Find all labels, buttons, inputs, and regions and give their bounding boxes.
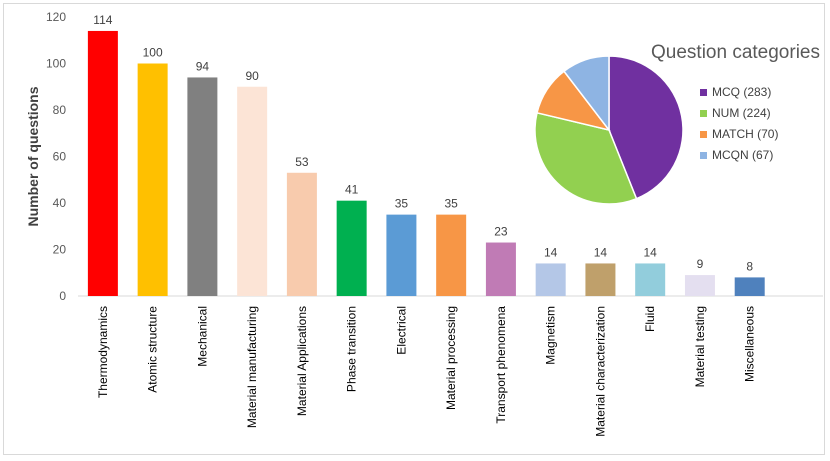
bar-thermodynamics	[87, 30, 118, 296]
data-label-magnetism: 14	[544, 245, 558, 259]
bar-material-manufacturing	[237, 86, 268, 296]
pie-slice-mcqn	[562, 55, 610, 133]
pie-slice-mcq	[608, 55, 684, 200]
data-label-atomic-structure: 100	[143, 46, 163, 60]
y-tick-label: 60	[53, 150, 67, 164]
category-label-electrical: Electrical	[394, 306, 408, 355]
category-label-miscellaneous: Miscellaneous	[743, 306, 757, 382]
bar-material-applications	[286, 172, 317, 296]
y-tick-label: 20	[53, 243, 67, 257]
bar-mechanical	[187, 77, 218, 296]
bar-material-processing	[436, 214, 467, 296]
bar-series: 114 Thermodynamics 100 Atomic structure 94 Me…	[87, 13, 765, 437]
data-label-mechanical: 94	[196, 59, 210, 73]
y-tick-label: 40	[53, 196, 67, 210]
category-label-material-processing: Material processing	[444, 306, 458, 410]
bar-electrical	[386, 214, 417, 296]
legend-label-mcqn: MCQN (67)	[712, 148, 773, 162]
category-label-material-testing: Material testing	[693, 306, 707, 387]
category-label-fluid: Fluid	[643, 306, 657, 332]
data-label-material-applications: 53	[295, 155, 309, 169]
category-label-atomic-structure: Atomic structure	[146, 306, 160, 393]
pie-title: Question categories	[651, 42, 820, 63]
data-label-miscellaneous: 8	[746, 259, 753, 273]
data-label-material-manufacturing: 90	[245, 69, 259, 83]
category-label-transport-phenomena: Transport phenomena	[494, 306, 508, 424]
y-axis-title: Number of questions	[25, 86, 41, 226]
category-label-material-manufacturing: Material manufacturing	[245, 306, 259, 428]
y-tick-label: 100	[46, 57, 66, 71]
category-label-phase-transition: Phase transition	[345, 306, 359, 392]
legend-label-num: NUM (224)	[712, 106, 771, 120]
y-tick-label: 80	[53, 103, 67, 117]
category-label-thermodynamics: Thermodynamics	[96, 306, 110, 398]
category-label-magnetism: Magnetism	[544, 306, 558, 365]
category-label-material-applications: Material Applications	[295, 306, 309, 416]
legend-label-match: MATCH (70)	[712, 127, 778, 141]
bar-transport-phenomena	[485, 242, 516, 296]
y-ticks: 0 20 40 60 80 100 120	[46, 10, 66, 303]
category-label-material-characterization: Material characterization	[593, 306, 607, 437]
bar-fluid	[635, 263, 666, 296]
data-label-phase-transition: 41	[345, 183, 359, 197]
data-label-transport-phenomena: 23	[494, 225, 508, 239]
data-label-material-processing: 35	[444, 197, 458, 211]
bar-magnetism	[535, 263, 566, 296]
legend-swatch-mcqn	[700, 152, 707, 159]
bar-miscellaneous	[734, 277, 765, 296]
bar-material-characterization	[585, 263, 616, 296]
legend-swatch-match	[700, 131, 707, 138]
bar-phase-transition	[336, 200, 367, 296]
data-label-fluid: 14	[644, 245, 658, 259]
data-label-thermodynamics: 114	[93, 13, 112, 27]
legend-swatch-num	[700, 110, 707, 117]
pie-legend: MCQ (283) NUM (224) MATCH (70) MCQN (67)	[700, 85, 778, 162]
legend-label-mcq: MCQ (283)	[712, 85, 771, 99]
data-label-material-characterization: 14	[594, 245, 608, 259]
legend-swatch-mcq	[700, 89, 707, 96]
pie-slice-num	[534, 111, 638, 205]
data-label-material-testing: 9	[697, 257, 704, 271]
pie-chart	[534, 55, 684, 205]
category-label-mechanical: Mechanical	[195, 306, 209, 367]
y-tick-label: 0	[59, 289, 66, 303]
bar-material-testing	[684, 275, 715, 296]
bar-atomic-structure	[137, 63, 168, 296]
y-tick-label: 120	[46, 10, 66, 24]
data-label-electrical: 35	[395, 197, 409, 211]
